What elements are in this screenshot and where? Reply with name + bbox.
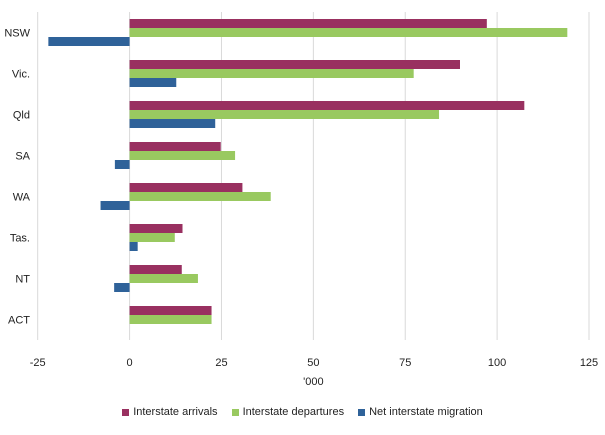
x-tick-label: 50 — [307, 357, 319, 369]
plot-area: -25 0 25 50 75 100 125 '000 NSW Vic. Qld SA WA Tas. NT… — [4, 12, 598, 388]
category-label: Vic. — [12, 69, 30, 81]
bar-net-interstate-migration — [100, 201, 130, 210]
bar-net-interstate-migration — [48, 37, 130, 46]
bar-interstate-departures — [129, 110, 440, 119]
category-label: NSW — [4, 28, 30, 40]
bar-interstate-departures — [129, 315, 212, 324]
bar-interstate-arrivals — [129, 101, 525, 110]
x-tick-label: 100 — [488, 357, 506, 369]
legend-swatch — [122, 408, 130, 416]
legend-swatch — [231, 408, 239, 416]
bar-interstate-arrivals — [129, 60, 460, 69]
category-label: WA — [13, 192, 31, 204]
category-label: ACT — [8, 315, 30, 327]
x-tick-label: -25 — [30, 357, 46, 369]
bar-interstate-arrivals — [129, 265, 182, 274]
legend-label: Interstate arrivals — [133, 406, 218, 418]
bar-interstate-arrivals — [129, 224, 183, 233]
legend-label: Net interstate migration — [369, 406, 483, 418]
bar-interstate-departures — [129, 69, 414, 78]
bar-net-interstate-migration — [129, 242, 138, 251]
bar-interstate-arrivals — [129, 19, 487, 28]
category-label: Qld — [13, 110, 30, 122]
legend-label: Interstate departures — [242, 406, 345, 418]
bar-net-interstate-migration — [129, 78, 177, 87]
legend-item-arrivals: Interstate arrivals — [122, 406, 218, 418]
legend-swatch — [358, 408, 366, 416]
x-tick-label: 125 — [580, 357, 598, 369]
bar-net-interstate-migration — [114, 160, 130, 169]
x-axis-title: '000 — [303, 376, 323, 388]
bar-interstate-departures — [129, 274, 198, 283]
bar-interstate-departures — [129, 28, 568, 37]
legend-item-net: Net interstate migration — [358, 406, 483, 418]
bar-interstate-departures — [129, 192, 271, 201]
bar-interstate-arrivals — [129, 306, 212, 315]
x-tick-label: 0 — [127, 357, 133, 369]
category-label: NT — [15, 274, 30, 286]
bar-interstate-arrivals — [129, 142, 221, 151]
x-tick-label: 25 — [215, 357, 227, 369]
bar-interstate-departures — [129, 151, 236, 160]
category-label: SA — [15, 151, 30, 163]
legend: Interstate arrivals Interstate departure… — [0, 406, 605, 418]
category-label: Tas. — [10, 233, 30, 245]
legend-item-departures: Interstate departures — [231, 406, 345, 418]
bar-net-interstate-migration — [114, 283, 130, 292]
bar-interstate-arrivals — [129, 183, 243, 192]
bar-net-interstate-migration — [129, 119, 216, 128]
x-tick-label: 75 — [399, 357, 411, 369]
bar-interstate-departures — [129, 233, 175, 242]
